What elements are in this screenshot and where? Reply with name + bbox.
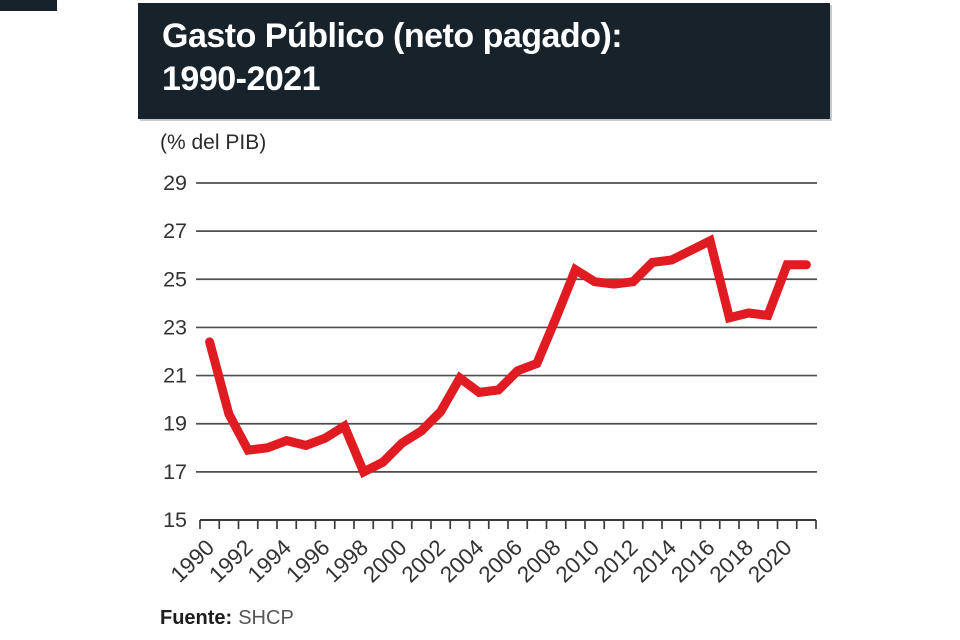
x-tick-label-2020: 2020: [743, 535, 796, 588]
x-tick-label-2018: 2018: [705, 535, 758, 588]
corner-tab: [0, 0, 57, 11]
x-tick-label-1994: 1994: [243, 535, 296, 588]
x-tick-label-2004: 2004: [435, 535, 488, 588]
x-tick-label-2010: 2010: [551, 535, 604, 588]
x-tick-label-1998: 1998: [320, 535, 373, 588]
x-tick-label-2008: 2008: [512, 535, 565, 588]
y-tick-label-25: 25: [163, 267, 187, 291]
y-axis-unit-label: (% del PIB): [160, 131, 267, 154]
source-line: Fuente: SHCP: [160, 607, 294, 630]
y-tick-label-27: 27: [163, 219, 187, 243]
source-value: SHCP: [238, 607, 294, 629]
chart-title-line-2: 1990-2021: [162, 60, 321, 98]
y-tick-label-17: 17: [163, 460, 187, 484]
x-tick-label-2006: 2006: [474, 535, 527, 588]
x-tick-label-2016: 2016: [666, 535, 719, 588]
y-tick-label-21: 21: [163, 364, 187, 388]
y-tick-label-29: 29: [163, 171, 187, 195]
y-tick-label-15: 15: [163, 508, 187, 532]
x-tick-label-2002: 2002: [397, 535, 450, 588]
x-tick-label-2000: 2000: [358, 535, 411, 588]
x-tick-label-2012: 2012: [589, 535, 642, 588]
y-tick-label-23: 23: [163, 315, 187, 339]
x-tick-label-1990: 1990: [166, 535, 219, 588]
y-tick-label-19: 19: [163, 412, 187, 436]
chart-title-line-1: Gasto Público (neto pagado):: [162, 17, 623, 55]
x-tick-label-1992: 1992: [204, 535, 257, 588]
source-label: Fuente:: [160, 607, 233, 629]
x-tick-label-1996: 1996: [281, 535, 334, 588]
title-box: Gasto Público (neto pagado): 1990-2021: [138, 3, 830, 119]
x-tick-label-2014: 2014: [628, 535, 681, 588]
data-line-gasto-publico: [205, 234, 811, 479]
